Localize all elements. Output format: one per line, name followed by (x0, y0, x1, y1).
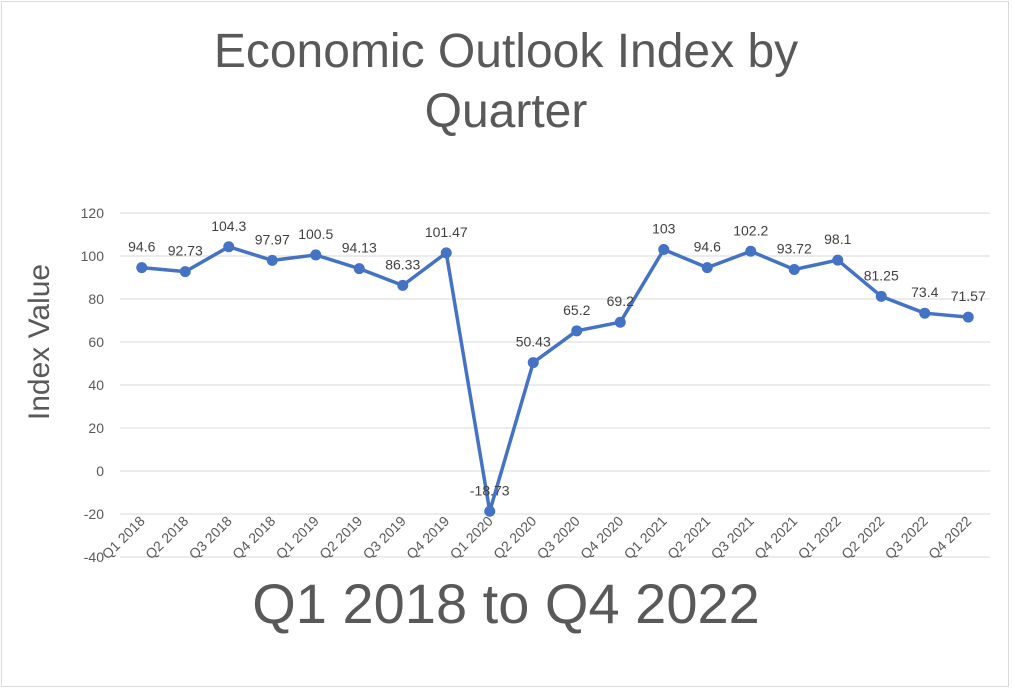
data-point (266, 254, 278, 266)
data-point (658, 244, 670, 256)
y-tick-label: 40 (88, 377, 104, 393)
data-label: 94.6 (694, 239, 721, 255)
x-tick-label: Q4 2022 (925, 513, 974, 562)
data-label: 50.43 (516, 334, 551, 350)
data-label: 98.1 (824, 231, 851, 247)
data-label: 73.4 (911, 284, 938, 300)
y-tick-label: 80 (88, 291, 104, 307)
y-tick-label: 60 (88, 334, 104, 350)
y-tick-label: 100 (81, 248, 105, 264)
x-tick-label: Q3 2022 (882, 513, 931, 562)
data-point (527, 357, 539, 369)
x-tick-label: Q1 2021 (621, 513, 670, 562)
gridlines (120, 212, 990, 558)
x-tick-label: Q4 2018 (229, 513, 278, 562)
data-point (962, 311, 974, 323)
chart-title: Economic Outlook Index by Quarter (213, 25, 799, 138)
data-label: 86.33 (385, 256, 420, 272)
data-point (223, 241, 235, 253)
x-tick-label: Q3 2021 (708, 513, 757, 562)
data-label: 71.57 (951, 288, 986, 304)
x-tick-label: Q4 2021 (751, 513, 800, 562)
x-tick-label: Q1 2018 (99, 513, 148, 562)
x-axis-label: Q1 2018 to Q4 2022 (252, 572, 760, 635)
x-tick-label: Q1 2020 (447, 513, 496, 562)
x-tick-label: Q3 2019 (360, 513, 409, 562)
y-tick-label: 0 (96, 463, 104, 479)
series-line-path (141, 245, 969, 514)
data-point (614, 316, 626, 328)
data-label: 101.47 (425, 224, 468, 240)
data-label: 69.2 (607, 293, 634, 309)
data-point (875, 290, 887, 302)
data-point (179, 266, 191, 278)
data-point (919, 307, 931, 319)
data-point (484, 505, 496, 517)
y-tick-labels: -40 -20 0 20 40 60 80 100 120 (81, 205, 105, 565)
x-tick-label: Q2 2018 (142, 513, 191, 562)
data-label: 104.3 (211, 218, 246, 234)
data-point (571, 325, 583, 337)
data-label: 100.5 (298, 226, 333, 242)
data-label: 94.13 (342, 240, 377, 256)
data-point (310, 249, 322, 261)
x-tick-label: Q1 2022 (795, 513, 844, 562)
x-tick-label: Q1 2019 (273, 513, 322, 562)
data-label: 94.6 (128, 239, 155, 255)
data-point (440, 247, 452, 259)
data-point (353, 263, 365, 275)
y-tick-label: 120 (81, 205, 105, 221)
x-tick-label: Q2 2019 (316, 513, 365, 562)
series-line (141, 245, 969, 514)
data-point (788, 264, 800, 276)
data-point (832, 254, 844, 266)
x-tick-label: Q4 2020 (577, 513, 626, 562)
data-point (397, 279, 409, 291)
data-point (136, 262, 148, 274)
y-tick-label: 20 (88, 420, 104, 436)
x-tick-label: Q3 2018 (186, 513, 235, 562)
data-label: 81.25 (864, 267, 899, 283)
x-tick-label: Q2 2020 (490, 513, 539, 562)
data-label: 93.72 (777, 241, 812, 257)
data-label: 92.73 (168, 243, 203, 259)
data-label: -18.73 (470, 482, 510, 498)
y-tick-label: -40 (84, 549, 104, 565)
data-labels: 94.6 92.73 104.3 97.97 100.5 94.13 86.33 101.47… (128, 218, 986, 499)
data-label: 97.97 (255, 231, 290, 247)
data-points (136, 241, 974, 517)
data-label: 102.2 (733, 222, 768, 238)
data-point (745, 245, 757, 257)
x-tick-label: Q4 2019 (403, 513, 452, 562)
data-label: 103 (652, 221, 676, 237)
x-tick-label: Q2 2021 (664, 513, 713, 562)
x-tick-label: Q3 2020 (534, 513, 583, 562)
x-tick-label: Q2 2022 (838, 513, 887, 562)
data-point (701, 262, 713, 274)
data-label: 65.2 (563, 302, 590, 318)
y-tick-label: -20 (84, 506, 104, 522)
